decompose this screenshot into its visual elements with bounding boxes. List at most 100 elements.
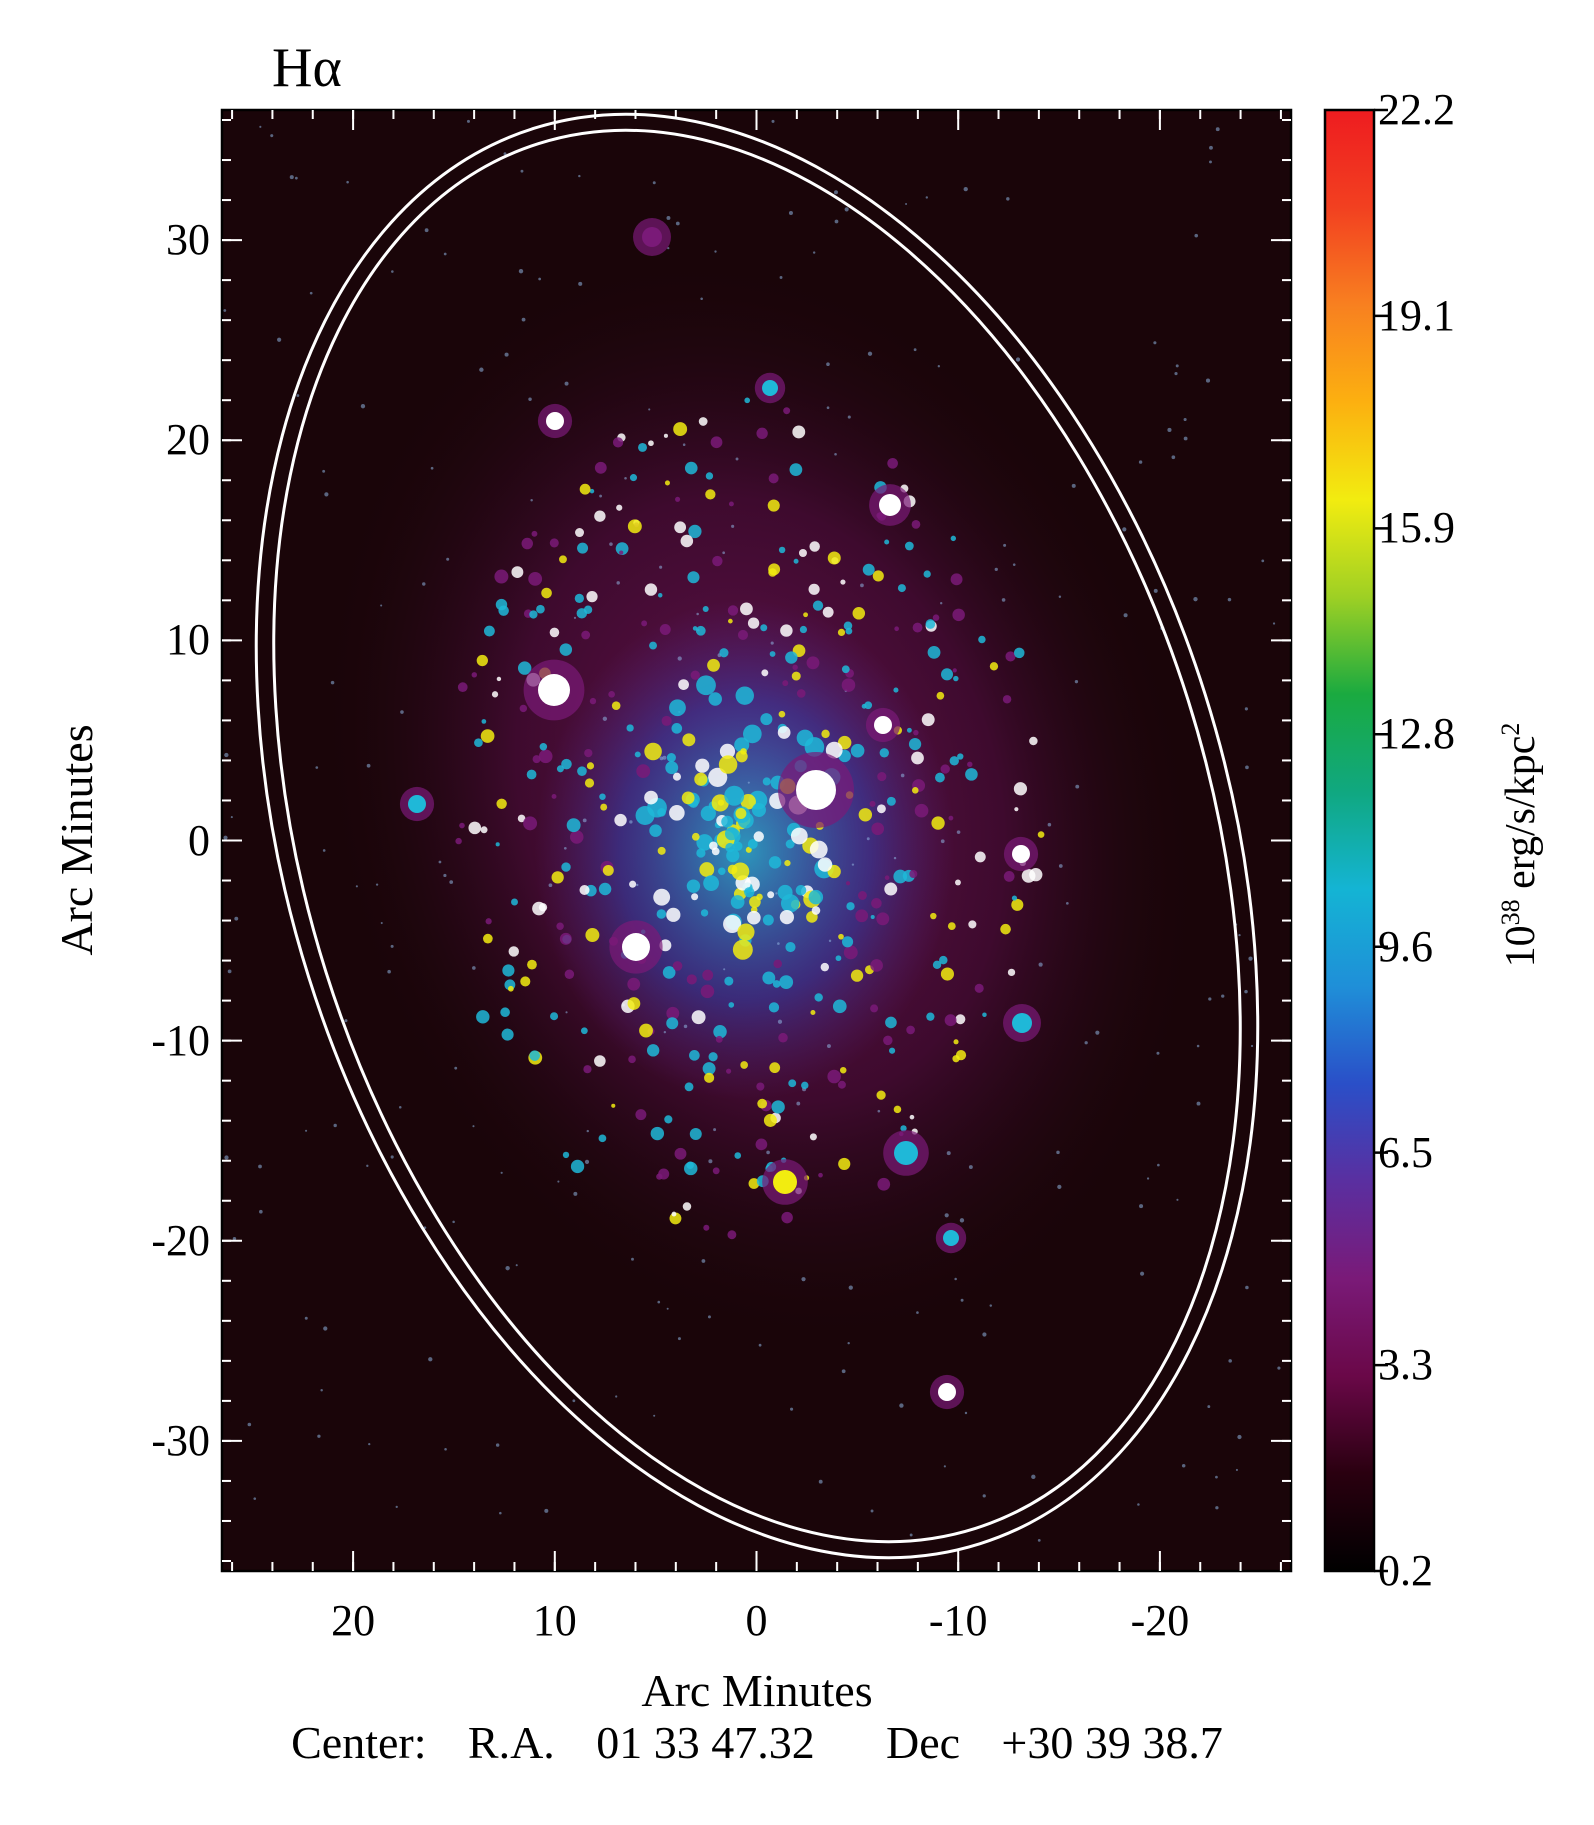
hii-region <box>611 1103 616 1108</box>
hii-region <box>808 889 824 905</box>
hii-region <box>837 1080 846 1089</box>
hii-region <box>767 499 780 512</box>
field-star <box>387 969 391 974</box>
field-star <box>870 1509 874 1513</box>
field-star <box>230 816 233 819</box>
field-star <box>578 281 583 286</box>
hii-region <box>965 768 978 781</box>
field-star <box>344 1019 348 1023</box>
field-star <box>663 1030 667 1034</box>
hii-region <box>820 962 830 972</box>
field-star <box>844 207 849 212</box>
hii-region <box>735 686 754 705</box>
field-star <box>731 524 735 528</box>
colorbar-frame <box>1323 108 1376 1573</box>
field-star <box>959 1218 965 1223</box>
hii-region <box>594 1055 606 1067</box>
hii-region <box>858 808 873 822</box>
hii-region <box>790 827 808 845</box>
field-star <box>1215 1475 1218 1479</box>
field-star <box>322 469 326 473</box>
hii-region <box>638 442 648 452</box>
hii-region <box>511 566 524 579</box>
hii-region <box>480 826 488 834</box>
hii-region <box>527 959 537 970</box>
hii-region <box>698 417 708 426</box>
hii-region <box>740 602 753 616</box>
hii-region <box>791 671 801 681</box>
field-star <box>696 612 699 616</box>
field-star <box>636 883 639 887</box>
hii-region <box>494 569 509 584</box>
field-star <box>1123 613 1128 618</box>
field-star <box>631 1257 634 1261</box>
hii-region <box>887 457 898 469</box>
hii-region <box>762 971 776 985</box>
hii-region <box>491 691 499 698</box>
hii-region <box>814 993 823 1002</box>
field-star <box>666 1307 669 1310</box>
field-star <box>1272 622 1276 625</box>
hii-region <box>495 598 508 611</box>
field-star <box>1196 1101 1201 1106</box>
hii-region <box>689 1127 702 1140</box>
field-star <box>866 837 870 841</box>
hii-region <box>666 753 676 763</box>
frame-ticks <box>222 110 1291 1571</box>
hii-region <box>710 436 723 449</box>
field-star <box>380 604 383 607</box>
field-star <box>847 1341 850 1345</box>
field-star <box>1146 1177 1150 1180</box>
field-star <box>1244 707 1248 711</box>
hii-region <box>911 786 919 794</box>
field-star <box>380 922 383 925</box>
field-star <box>400 710 404 714</box>
field-star <box>834 219 839 224</box>
hii-region <box>756 1082 765 1091</box>
field-star <box>893 856 897 860</box>
hii-region <box>871 822 885 836</box>
field-star <box>777 942 780 945</box>
field-star <box>599 494 602 498</box>
field-star <box>989 1304 993 1307</box>
xtick-label-10: 10 <box>532 1596 577 1645</box>
field-star <box>867 351 873 356</box>
hii-region <box>536 604 545 614</box>
bright-hii-region <box>762 380 778 396</box>
hii-region <box>734 1152 742 1159</box>
field-star <box>1003 543 1007 547</box>
field-star <box>771 119 775 123</box>
colorbar-tick-label: 9.6 <box>1378 921 1433 971</box>
hii-region <box>857 891 867 900</box>
hii-region <box>1037 831 1045 838</box>
field-star <box>1209 160 1212 164</box>
colorbar-label-unit-exponent: 2 <box>1496 722 1525 736</box>
field-star <box>499 1511 502 1515</box>
hii-region <box>950 535 957 542</box>
colorbar-tick-label: 3.3 <box>1378 1340 1433 1390</box>
hii-region <box>703 1224 710 1231</box>
hii-region <box>526 769 537 780</box>
hii-region <box>799 625 808 634</box>
field-star <box>1215 127 1220 132</box>
hii-region <box>925 619 936 629</box>
bright-hii-region <box>796 770 836 810</box>
hii-region <box>726 1068 732 1074</box>
field-star <box>1137 1503 1140 1506</box>
hii-region <box>719 743 736 759</box>
bright-hii-region <box>943 1230 959 1246</box>
hii-region <box>789 463 803 476</box>
hii-region <box>756 427 768 440</box>
hii-region <box>1011 898 1024 911</box>
hii-region <box>696 848 706 858</box>
field-star <box>960 1298 964 1302</box>
hii-region <box>949 756 959 766</box>
field-star <box>1183 436 1188 441</box>
hii-region <box>712 555 723 567</box>
hii-region <box>476 654 488 667</box>
hii-region <box>782 680 789 687</box>
hii-region <box>616 504 623 511</box>
bright-hii-region <box>879 494 901 516</box>
hii-region <box>556 922 564 930</box>
field-star <box>677 656 682 661</box>
